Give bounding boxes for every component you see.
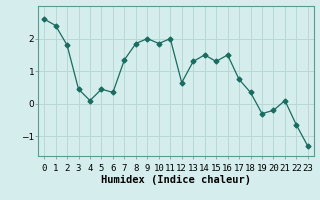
- X-axis label: Humidex (Indice chaleur): Humidex (Indice chaleur): [101, 175, 251, 185]
